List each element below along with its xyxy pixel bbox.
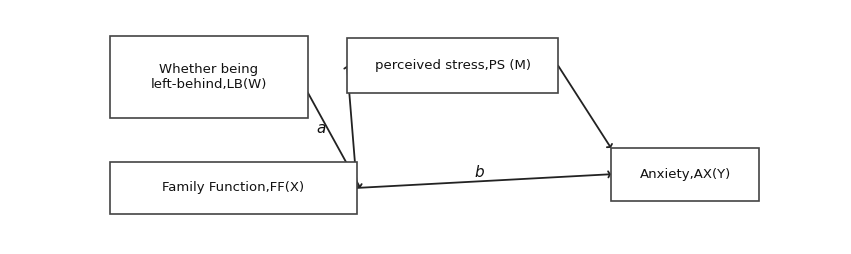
FancyBboxPatch shape [110,36,307,118]
Text: perceived stress,PS (M): perceived stress,PS (M) [374,59,531,72]
Text: Family Function,FF(X): Family Function,FF(X) [163,181,305,194]
Text: a: a [316,121,325,136]
Text: Anxiety,AX(Y): Anxiety,AX(Y) [639,168,731,181]
FancyBboxPatch shape [347,38,558,93]
Text: Whether being
left-behind,LB(W): Whether being left-behind,LB(W) [151,64,267,91]
FancyBboxPatch shape [110,162,357,214]
FancyBboxPatch shape [611,148,759,201]
Text: b: b [474,165,484,180]
